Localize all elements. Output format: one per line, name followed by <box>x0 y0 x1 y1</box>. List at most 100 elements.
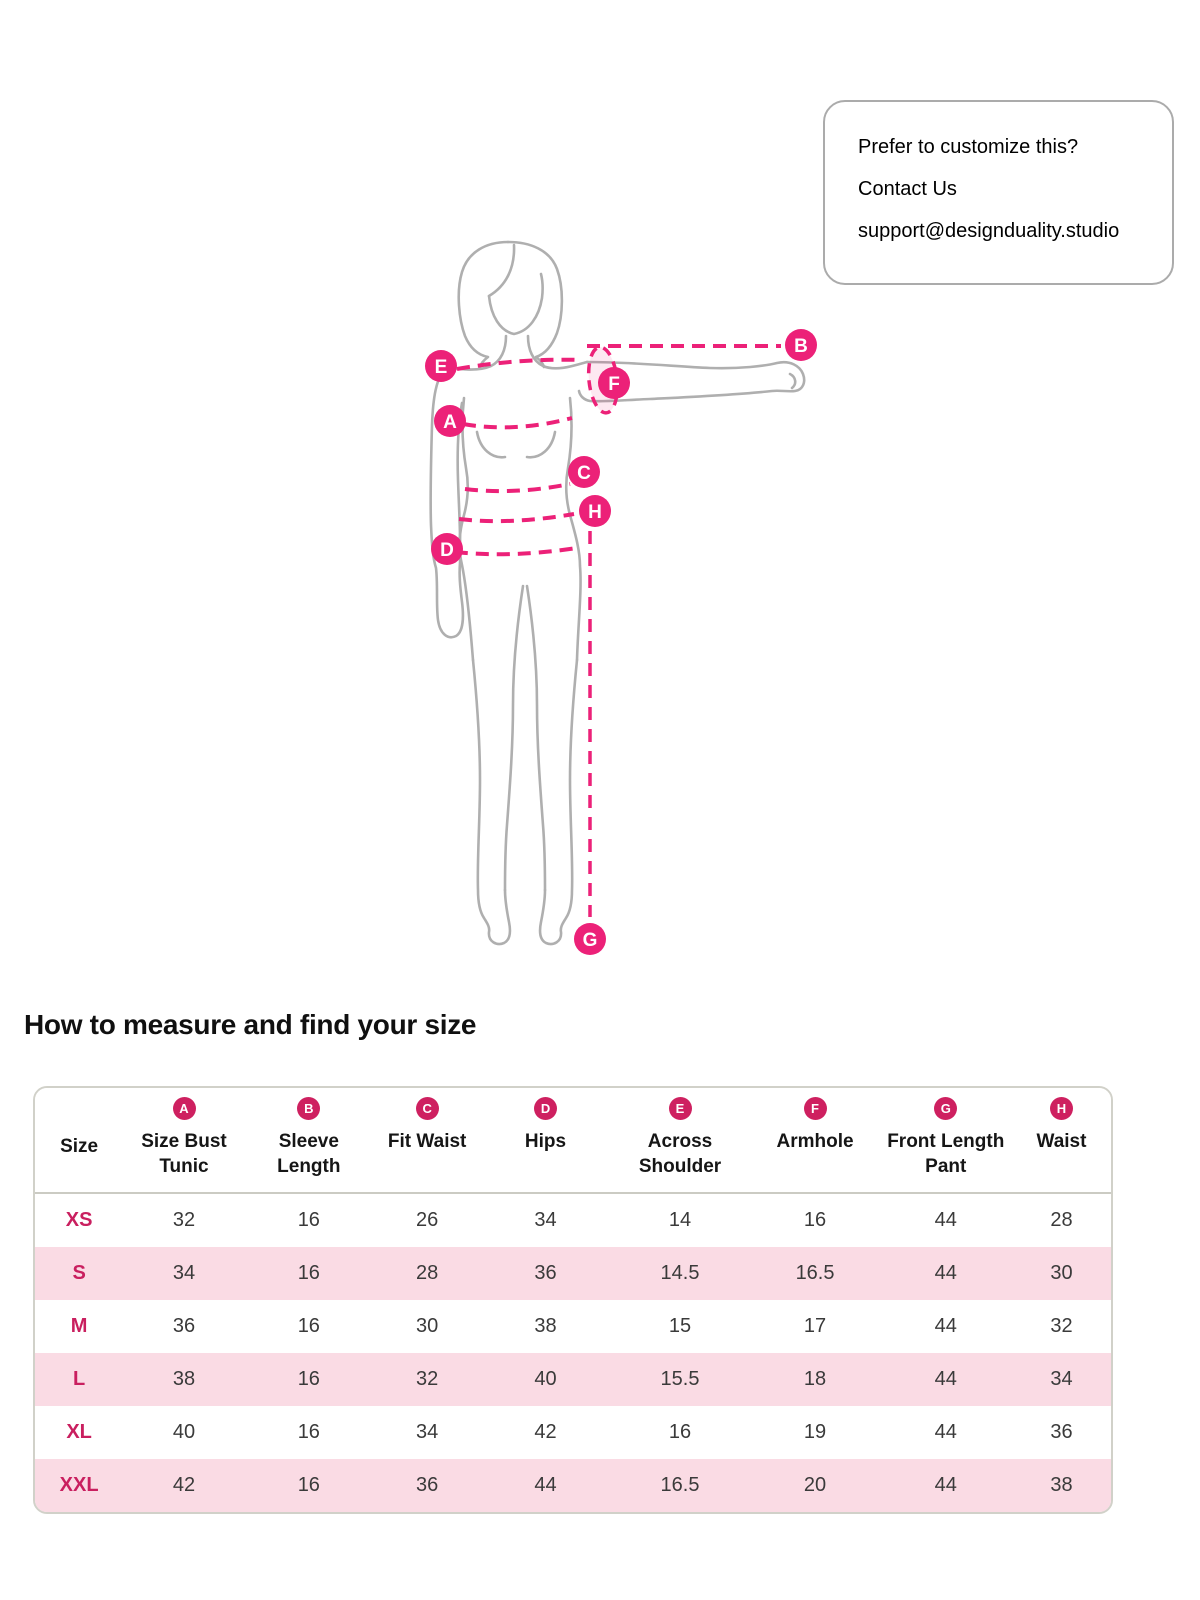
marker-h: H <box>579 495 611 527</box>
cell-value: 20 <box>803 1474 827 1496</box>
table-row-s: S 34 16 28 36 14.5 16.5 44 30 <box>35 1247 1111 1300</box>
marker-c-circle <box>568 456 600 488</box>
column-header-front-length-pant: G Front Length Pant <box>879 1088 1012 1194</box>
badge-d-icon: D <box>534 1097 558 1120</box>
marker-a: A <box>434 405 466 437</box>
marker-c: C <box>568 456 600 488</box>
page-title: How to measure and find your size <box>24 1009 477 1040</box>
marker-g-letter: G <box>583 930 598 951</box>
column-label: Hips <box>524 1131 567 1152</box>
size-label: XS <box>65 1209 93 1231</box>
measurement-figure: E A B F C H D G <box>425 240 817 955</box>
column-header-armhole: F Armhole <box>750 1088 880 1194</box>
cell-value: 34 <box>172 1262 196 1284</box>
cell-value: 17 <box>803 1315 827 1337</box>
waist-line <box>458 512 575 524</box>
cell-value: 16 <box>297 1474 320 1496</box>
table-header-row: Size A Size Bust Tunic B Sleeve Length C… <box>35 1088 1111 1194</box>
cell-value: 26 <box>416 1209 439 1231</box>
cell-value: 32 <box>172 1209 196 1231</box>
marker-b-letter: B <box>794 336 808 357</box>
cell-value: 34 <box>1050 1368 1073 1390</box>
cell-value: 14.5 <box>660 1262 700 1284</box>
column-label: Fit Waist <box>387 1131 467 1152</box>
column-label: Sleeve Length <box>277 1131 341 1177</box>
support-email-link[interactable]: support@designduality.studio <box>858 220 1120 242</box>
cell-value: 16.5 <box>795 1262 835 1284</box>
cell-value: 36 <box>1050 1421 1073 1443</box>
cell-value: 44 <box>534 1474 557 1496</box>
marker-h-circle <box>579 495 611 527</box>
cell-value: 16 <box>297 1315 320 1337</box>
badge-a-icon: A <box>172 1097 196 1120</box>
column-label: Waist <box>1036 1131 1087 1152</box>
cell-value: 36 <box>172 1315 196 1337</box>
cell-value: 44 <box>934 1209 957 1231</box>
cell-value: 14 <box>668 1209 692 1231</box>
cell-value: 36 <box>416 1474 439 1496</box>
cell-value: 16 <box>297 1421 320 1443</box>
size-label: XXL <box>59 1474 99 1496</box>
cell-value: 34 <box>416 1421 439 1443</box>
column-label: Front Length Pant <box>887 1131 1005 1177</box>
marker-c-letter: C <box>577 463 591 484</box>
across-shoulder-line <box>456 357 583 371</box>
cell-value: 36 <box>534 1262 557 1284</box>
marker-d-letter: D <box>440 540 454 561</box>
table-row-m: M 36 16 30 38 15 17 44 32 <box>35 1300 1111 1353</box>
cell-value: 16 <box>297 1262 320 1284</box>
cell-value: 18 <box>803 1368 827 1390</box>
hip-line <box>454 546 578 557</box>
size-label: XL <box>66 1421 92 1443</box>
cell-value: 15 <box>668 1315 692 1337</box>
column-label: Across Shoulder <box>638 1131 722 1177</box>
cell-value: 16 <box>297 1368 320 1390</box>
badge-g-icon: G <box>934 1097 958 1120</box>
cell-value: 32 <box>416 1368 439 1390</box>
badge-f-icon: F <box>803 1097 827 1120</box>
size-label: S <box>72 1262 86 1284</box>
column-header-waist: H Waist <box>1011 1088 1111 1194</box>
marker-g-circle <box>574 923 606 955</box>
column-header-sleeve-length: B Sleeve Length <box>244 1088 373 1194</box>
cell-value: 44 <box>934 1368 957 1390</box>
cell-value: 40 <box>534 1368 557 1390</box>
fit-waist-line <box>464 482 571 494</box>
marker-f-letter: F <box>608 374 620 395</box>
column-header-fit-waist: C Fit Waist <box>372 1088 482 1194</box>
table-row-xxl: XXL 42 16 36 44 16.5 20 44 38 <box>35 1459 1111 1512</box>
marker-g: G <box>574 923 606 955</box>
cell-value: 16.5 <box>660 1474 700 1496</box>
column-label: Size <box>60 1136 99 1157</box>
cell-value: 16 <box>297 1209 320 1231</box>
table-row-xl: XL 40 16 34 42 16 19 44 36 <box>35 1406 1111 1459</box>
bust-line <box>462 416 573 430</box>
size-label: M <box>70 1315 88 1337</box>
column-label: Size Bust Tunic <box>141 1131 227 1177</box>
cell-value: 42 <box>172 1474 196 1496</box>
marker-b: B <box>785 329 817 361</box>
badge-e-icon: E <box>668 1097 692 1120</box>
cell-value: 34 <box>534 1209 557 1231</box>
contact-us-label: Contact Us <box>858 178 957 200</box>
body-outline-illustration <box>429 240 806 946</box>
cell-value: 44 <box>934 1262 957 1284</box>
cell-value: 44 <box>934 1474 957 1496</box>
table-row-xs: XS 32 16 26 34 14 16 44 28 <box>35 1193 1111 1247</box>
marker-f-circle <box>598 367 630 399</box>
column-label: Armhole <box>776 1131 854 1152</box>
cell-value: 16 <box>803 1209 827 1231</box>
badge-b-icon: B <box>297 1097 321 1120</box>
cell-value: 19 <box>803 1421 827 1443</box>
column-header-size: Size <box>35 1088 124 1194</box>
badge-c-icon: C <box>415 1097 439 1120</box>
marker-e-circle <box>425 350 457 382</box>
marker-e-letter: E <box>435 357 448 378</box>
cell-value: 38 <box>534 1315 557 1337</box>
cell-value: 38 <box>172 1368 196 1390</box>
callout-question: Prefer to customize this? <box>858 136 1079 158</box>
marker-a-letter: A <box>443 412 457 433</box>
marker-a-circle <box>434 405 466 437</box>
marker-d: D <box>431 533 463 565</box>
marker-e: E <box>425 350 457 382</box>
